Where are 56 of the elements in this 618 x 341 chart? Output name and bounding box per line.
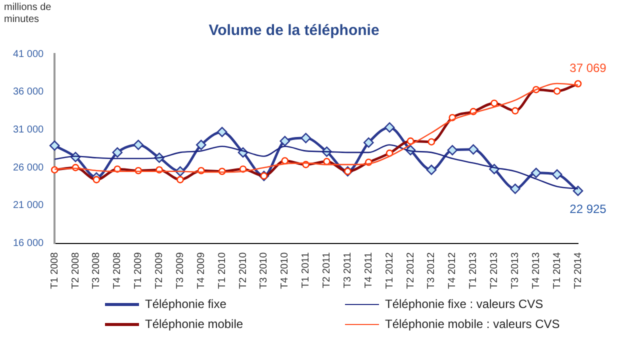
annotation: 22 925 bbox=[570, 202, 607, 216]
point bbox=[572, 186, 584, 196]
y-tick-label: 26 000 bbox=[12, 162, 44, 174]
x-tick-label: T4 2009 bbox=[196, 252, 207, 290]
point bbox=[447, 145, 458, 156]
x-tick-label: T2 2013 bbox=[489, 252, 500, 290]
point bbox=[426, 164, 437, 176]
x-tick-label: T4 2012 bbox=[447, 252, 458, 290]
x-tick-label: T2 2011 bbox=[322, 252, 333, 288]
x-tick-label: T1 2010 bbox=[216, 252, 228, 290]
point bbox=[112, 147, 123, 158]
legend-label: Téléphonie mobile bbox=[145, 317, 244, 331]
x-tick-label: T2 2012 bbox=[405, 252, 416, 290]
point bbox=[133, 140, 144, 150]
point bbox=[49, 140, 60, 151]
x-tick-label: T3 2012 bbox=[426, 252, 438, 290]
annotation: 37 069 bbox=[570, 60, 607, 75]
x-tick-label: T3 2011 bbox=[342, 252, 354, 288]
point bbox=[384, 122, 395, 133]
x-tick-label: T3 2013 bbox=[510, 252, 521, 290]
legend-label: Téléphonie fixe bbox=[145, 297, 226, 311]
x-tick-label: T2 2014 bbox=[572, 252, 584, 290]
x-tick-label: T1 2009 bbox=[133, 252, 144, 290]
x-tick-label: T3 2009 bbox=[174, 252, 186, 290]
x-tick-label: T3 2010 bbox=[258, 252, 270, 290]
x-tick-label: T4 2008 bbox=[112, 252, 124, 290]
point bbox=[196, 140, 206, 150]
x-tick-label: T1 2012 bbox=[384, 252, 396, 290]
y-axis-title: millions de minutes bbox=[4, 2, 52, 26]
x-tick-label: T1 2013 bbox=[468, 252, 480, 290]
y-tick-label: 16 000 bbox=[12, 238, 44, 250]
point bbox=[300, 132, 311, 144]
legend-label: Téléphonie mobile : valeurs CVS bbox=[385, 317, 560, 331]
x-tick-label: T1 2014 bbox=[552, 252, 563, 290]
x-tick-label: T4 2013 bbox=[530, 252, 542, 290]
x-tick-label: T2 2008 bbox=[70, 252, 82, 290]
chart-title: Volume de la téléphonie bbox=[208, 22, 380, 40]
x-tick-label: T1 2008 bbox=[49, 252, 60, 290]
point bbox=[216, 126, 228, 138]
x-tick-label: T3 2008 bbox=[91, 252, 102, 290]
x-tick-label: T2 2010 bbox=[238, 252, 249, 290]
legend-label: Téléphonie fixe : valeurs CVS bbox=[385, 297, 544, 311]
x-tick-label: T4 2011 bbox=[363, 252, 374, 288]
y-tick-label: 31 000 bbox=[12, 124, 44, 136]
point bbox=[468, 144, 478, 155]
x-tick-label: T1 2011 bbox=[300, 252, 312, 288]
point bbox=[280, 136, 290, 146]
point bbox=[552, 169, 562, 180]
y-tick-label: 36 000 bbox=[12, 86, 44, 98]
point bbox=[363, 137, 374, 148]
x-tick-label: T2 2009 bbox=[154, 252, 166, 290]
y-tick-label: 41 000 bbox=[12, 48, 44, 60]
x-tick-label: T4 2010 bbox=[280, 252, 291, 290]
point bbox=[530, 168, 542, 178]
point bbox=[510, 184, 520, 194]
y-tick-label: 21 000 bbox=[12, 200, 44, 212]
